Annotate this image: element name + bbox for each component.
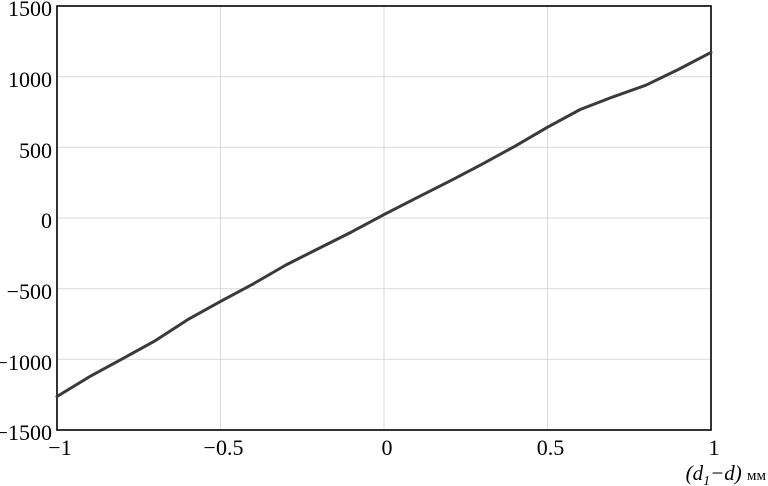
svg-text:−500: −500 [7, 279, 52, 304]
svg-text:0: 0 [41, 208, 52, 233]
svg-text:(d1−d) мм: (d1−d) мм [686, 461, 767, 486]
svg-text:1500: 1500 [8, 0, 52, 21]
svg-text:0: 0 [382, 435, 393, 460]
svg-text:−1: −1 [48, 435, 71, 460]
svg-text:−1000: −1000 [0, 350, 52, 375]
svg-text:500: 500 [19, 138, 52, 163]
svg-text:1000: 1000 [8, 67, 52, 92]
svg-text:−0.5: −0.5 [204, 435, 244, 460]
svg-text:1: 1 [709, 435, 720, 460]
svg-text:0.5: 0.5 [537, 435, 565, 460]
svg-text:−1500: −1500 [0, 420, 52, 445]
